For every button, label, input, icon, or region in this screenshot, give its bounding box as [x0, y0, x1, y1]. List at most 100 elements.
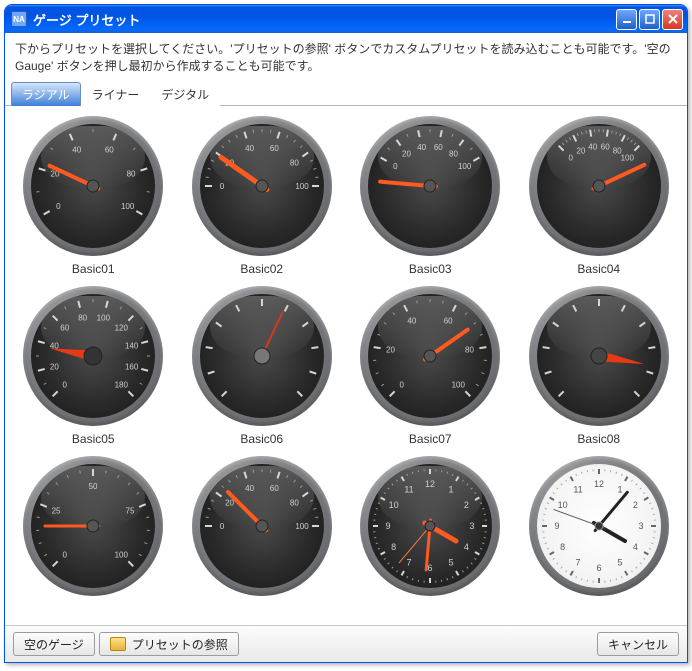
- close-button[interactable]: [662, 9, 683, 30]
- svg-text:100: 100: [115, 550, 129, 559]
- preset-label: Basic01: [72, 262, 115, 278]
- svg-text:8: 8: [391, 542, 396, 552]
- empty-gauge-label: 空のゲージ: [24, 636, 84, 653]
- svg-text:20: 20: [50, 362, 59, 371]
- gauge-Basic10: 020406080100: [188, 452, 336, 600]
- preset-Basic03[interactable]: 020406080100Basic03: [352, 112, 509, 278]
- svg-text:40: 40: [245, 144, 254, 153]
- svg-text:100: 100: [620, 153, 634, 162]
- svg-text:80: 80: [78, 313, 87, 322]
- svg-text:100: 100: [121, 202, 135, 211]
- svg-text:0: 0: [220, 182, 225, 191]
- preset-label: Basic07: [409, 432, 452, 448]
- svg-text:5: 5: [617, 557, 622, 567]
- svg-text:0: 0: [56, 202, 61, 211]
- cancel-button[interactable]: キャンセル: [597, 632, 679, 656]
- svg-text:120: 120: [115, 323, 129, 332]
- svg-text:0: 0: [63, 380, 68, 389]
- window-title: ゲージ プリセット: [33, 10, 140, 29]
- svg-text:100: 100: [97, 313, 111, 322]
- gauge-Basic09: 0255075100: [19, 452, 167, 600]
- gauge-Basic08: [525, 282, 673, 430]
- svg-text:60: 60: [270, 484, 279, 493]
- svg-text:0: 0: [393, 162, 398, 171]
- svg-text:4: 4: [464, 542, 469, 552]
- svg-text:0: 0: [220, 522, 225, 531]
- svg-text:60: 60: [61, 323, 70, 332]
- gauge-Basic02: 020406080100: [188, 112, 336, 260]
- svg-text:20: 20: [576, 146, 585, 155]
- preset-Clock01[interactable]: 123456789101112: [352, 452, 509, 618]
- maximize-button[interactable]: [639, 9, 660, 30]
- minimize-button[interactable]: [616, 9, 637, 30]
- svg-text:1: 1: [617, 484, 622, 494]
- preset-Basic05[interactable]: 020406080100120140160180Basic05: [15, 282, 172, 448]
- dialog-window: NA ゲージ プリセット 下からプリセットを選択してください。'プリセットの参照…: [4, 4, 688, 663]
- svg-text:20: 20: [386, 345, 395, 354]
- browse-preset-label: プリセットの参照: [132, 636, 228, 653]
- svg-text:2: 2: [464, 500, 469, 510]
- svg-text:100: 100: [458, 162, 472, 171]
- app-icon: NA: [11, 11, 27, 27]
- svg-text:5: 5: [449, 557, 454, 567]
- preset-Basic04[interactable]: 020406080100Basic04: [521, 112, 678, 278]
- preset-label: Basic08: [577, 432, 620, 448]
- tab-1[interactable]: ライナー: [81, 82, 151, 106]
- svg-text:80: 80: [465, 345, 474, 354]
- svg-text:100: 100: [295, 522, 309, 531]
- svg-text:180: 180: [115, 380, 129, 389]
- tab-2[interactable]: デジタル: [150, 82, 220, 106]
- svg-text:1: 1: [449, 484, 454, 494]
- preset-Basic07[interactable]: 0 20 40 60 80 100 Basic07: [352, 282, 509, 448]
- svg-text:0: 0: [400, 380, 405, 389]
- preset-Basic01[interactable]: 020406080100Basic01: [15, 112, 172, 278]
- svg-text:60: 60: [270, 144, 279, 153]
- gauge-Basic01: 020406080100: [19, 112, 167, 260]
- preset-grid: 020406080100Basic01020406080100Basic0202…: [15, 112, 677, 618]
- svg-text:40: 40: [73, 145, 82, 154]
- svg-text:60: 60: [105, 145, 114, 154]
- empty-gauge-button[interactable]: 空のゲージ: [13, 632, 95, 656]
- titlebar: NA ゲージ プリセット: [5, 5, 687, 33]
- svg-text:80: 80: [290, 158, 299, 167]
- svg-text:3: 3: [470, 521, 475, 531]
- svg-text:80: 80: [290, 498, 299, 507]
- preset-Basic02[interactable]: 020406080100Basic02: [184, 112, 341, 278]
- svg-text:75: 75: [126, 506, 135, 515]
- svg-text:80: 80: [449, 149, 458, 158]
- gauge-Basic03: 020406080100: [356, 112, 504, 260]
- preset-label: Basic02: [240, 262, 283, 278]
- browse-preset-button[interactable]: プリセットの参照: [99, 632, 239, 656]
- svg-text:40: 40: [245, 484, 254, 493]
- svg-text:160: 160: [125, 362, 139, 371]
- svg-text:0: 0: [568, 153, 573, 162]
- svg-text:60: 60: [444, 316, 453, 325]
- preset-label: Basic03: [409, 262, 452, 278]
- svg-text:40: 40: [408, 316, 417, 325]
- svg-text:100: 100: [452, 380, 466, 389]
- preset-panel: 020406080100Basic01020406080100Basic0202…: [5, 106, 687, 625]
- tab-bar: ラジアルライナーデジタル: [5, 81, 687, 106]
- svg-text:140: 140: [125, 341, 139, 350]
- svg-text:6: 6: [428, 563, 433, 573]
- preset-Clock02[interactable]: 123456789101112: [521, 452, 678, 618]
- gauge-Basic07: 0 20 40 60 80 100: [356, 282, 504, 430]
- preset-label: Basic06: [240, 432, 283, 448]
- preset-Basic10[interactable]: 020406080100: [184, 452, 341, 618]
- preset-label: Basic05: [72, 432, 115, 448]
- svg-text:50: 50: [89, 482, 98, 491]
- svg-text:11: 11: [405, 484, 414, 494]
- preset-Basic06[interactable]: Basic06: [184, 282, 341, 448]
- svg-text:7: 7: [575, 557, 580, 567]
- svg-text:6: 6: [596, 563, 601, 573]
- preset-Basic08[interactable]: Basic08: [521, 282, 678, 448]
- preset-Basic09[interactable]: 0255075100: [15, 452, 172, 618]
- svg-text:80: 80: [127, 169, 136, 178]
- svg-text:12: 12: [425, 479, 435, 489]
- svg-text:40: 40: [588, 142, 597, 151]
- svg-text:60: 60: [434, 142, 443, 151]
- svg-text:9: 9: [554, 521, 559, 531]
- svg-text:40: 40: [417, 142, 426, 151]
- svg-text:11: 11: [573, 484, 582, 494]
- tab-0[interactable]: ラジアル: [11, 82, 81, 106]
